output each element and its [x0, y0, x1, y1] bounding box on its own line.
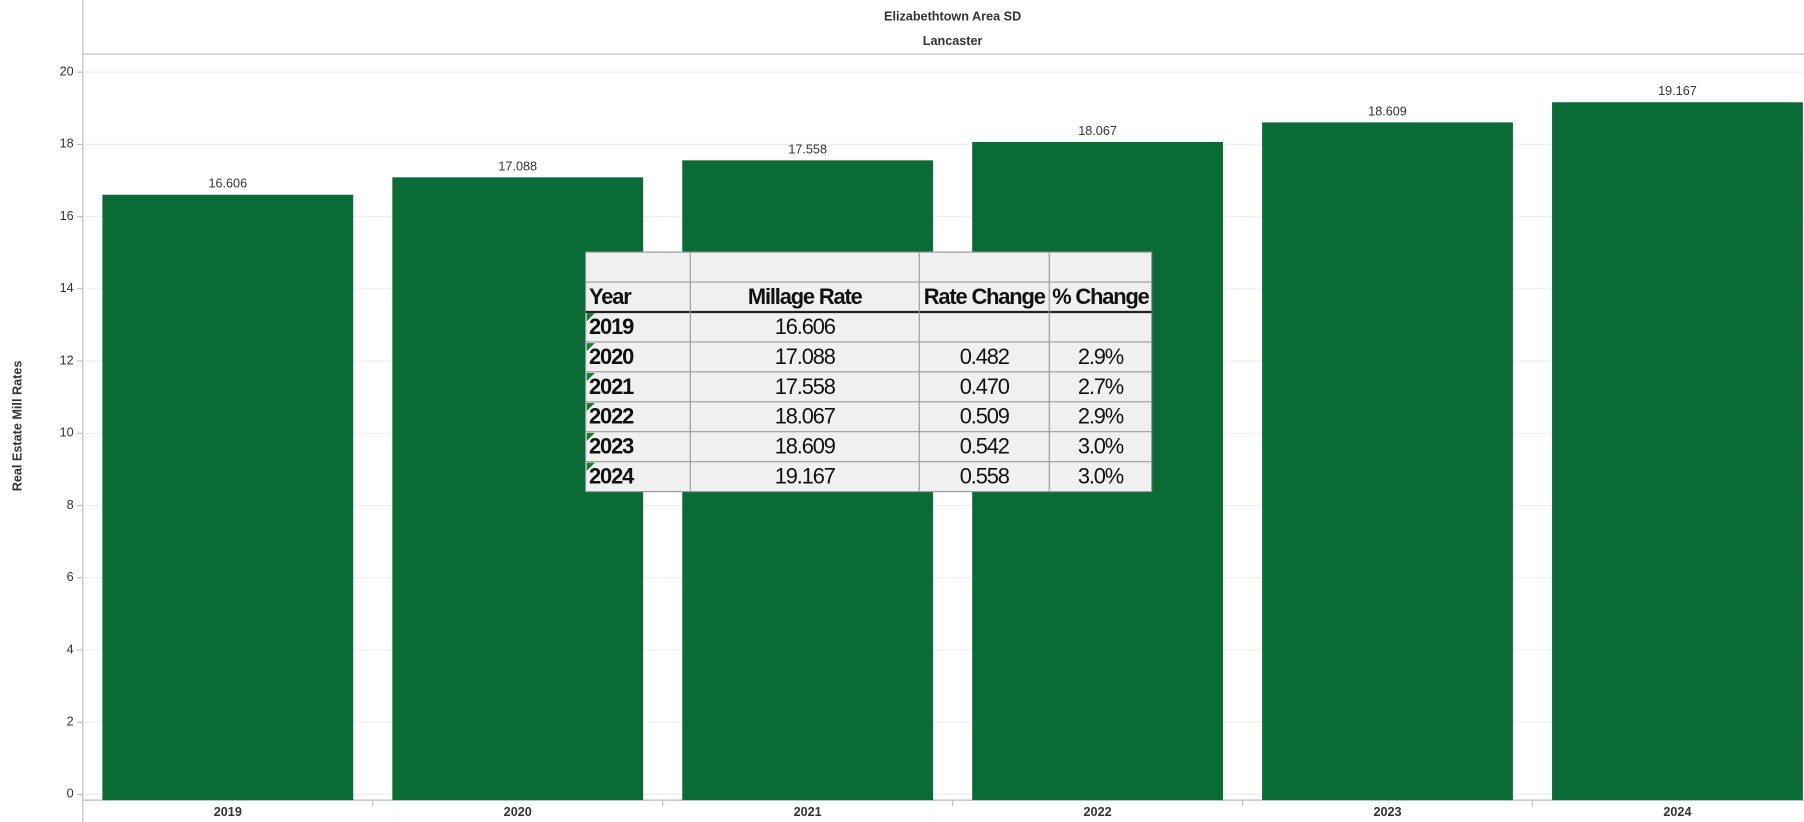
table-row-label: 2021 — [589, 374, 634, 399]
row-marker — [586, 343, 595, 352]
value-label: 18.067 — [1078, 124, 1117, 138]
row-marker — [586, 373, 595, 382]
y-tick-label: 10 — [60, 426, 74, 440]
bar — [1262, 122, 1513, 801]
table-header: Year — [589, 284, 632, 309]
table-cell: 2.7% — [1078, 374, 1124, 399]
table-header: Rate Change — [924, 284, 1046, 309]
value-label: 17.558 — [788, 142, 827, 156]
y-tick-label: 6 — [67, 570, 74, 584]
y-tick-label: 4 — [67, 642, 74, 656]
table-cell: 16.606 — [775, 314, 836, 339]
x-tick-label: 2023 — [1373, 805, 1401, 819]
y-tick-label: 2 — [67, 714, 74, 728]
table-cell: 3.0% — [1078, 434, 1124, 459]
table-header: Millage Rate — [748, 284, 863, 309]
bar — [1552, 102, 1803, 801]
table-row-label: 2019 — [589, 314, 634, 339]
y-tick-label: 18 — [60, 137, 74, 151]
y-tick-label: 0 — [67, 787, 74, 801]
y-axis-label: Real Estate Mill Rates — [11, 361, 25, 492]
table-cell: 18.609 — [775, 434, 836, 459]
table-cell: 2.9% — [1078, 344, 1124, 369]
y-tick-label: 14 — [60, 281, 74, 295]
table-row-label: 2020 — [589, 344, 634, 369]
table-row-label: 2022 — [589, 404, 634, 429]
table-cell: 3.0% — [1078, 464, 1124, 489]
value-label: 19.167 — [1658, 84, 1697, 98]
y-tick-label: 20 — [60, 65, 74, 79]
value-label: 18.609 — [1368, 104, 1407, 118]
table-cell: 18.067 — [775, 404, 836, 429]
y-tick-label: 8 — [67, 498, 74, 512]
value-label: 16.606 — [208, 177, 247, 191]
row-marker — [586, 402, 595, 411]
x-tick-label: 2019 — [214, 805, 242, 819]
x-tick-label: 2024 — [1663, 805, 1691, 819]
row-marker — [586, 462, 595, 471]
table-header: % Change — [1052, 284, 1149, 309]
y-tick-label: 16 — [60, 209, 74, 223]
table-cell: 17.088 — [775, 344, 836, 369]
table-cell: 0.509 — [960, 404, 1010, 429]
table-row-label: 2023 — [589, 434, 634, 459]
table-row-label: 2024 — [589, 464, 635, 489]
x-tick-label: 2021 — [794, 805, 822, 819]
table-cell: 2.9% — [1078, 404, 1124, 429]
chart-title: Elizabethtown Area SD — [884, 10, 1021, 24]
table-cell: 0.542 — [960, 434, 1010, 459]
value-label: 17.088 — [498, 159, 537, 173]
bar — [102, 194, 354, 801]
table-cell: 19.167 — [775, 464, 836, 489]
table-cell: 0.558 — [960, 464, 1010, 489]
x-tick-label: 2022 — [1084, 805, 1112, 819]
chart-subtitle: Lancaster — [923, 34, 983, 48]
y-tick-label: 12 — [60, 353, 74, 367]
table-cell: 0.470 — [960, 374, 1010, 399]
x-tick-label: 2020 — [504, 805, 532, 819]
table-cell: 17.558 — [775, 374, 836, 399]
row-marker — [586, 313, 595, 322]
table-cell: 0.482 — [960, 344, 1010, 369]
